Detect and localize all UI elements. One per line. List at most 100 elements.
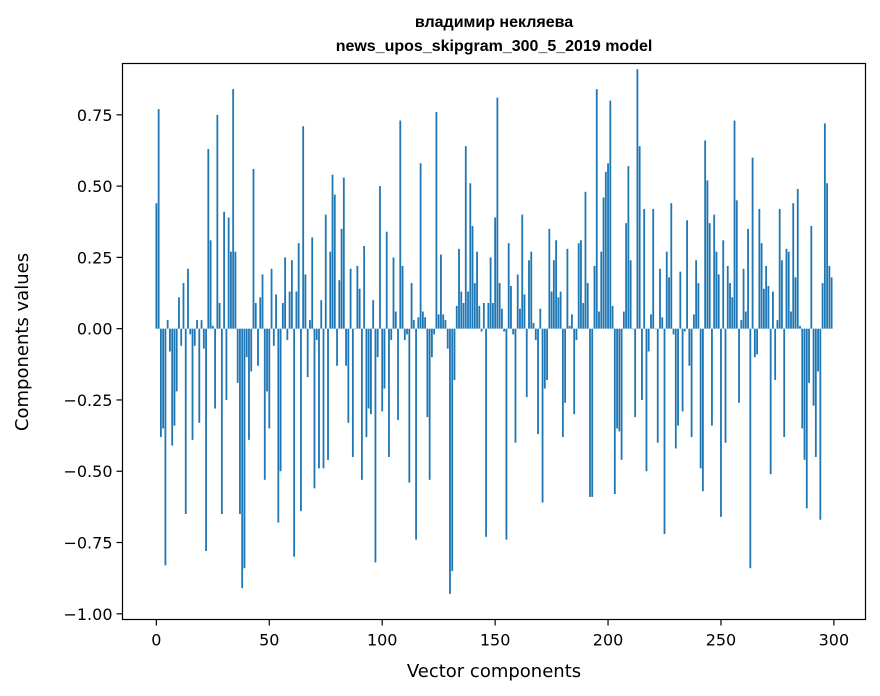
bar <box>523 294 526 329</box>
bar <box>494 217 497 329</box>
bar <box>480 328 483 332</box>
bar <box>812 328 815 406</box>
bar <box>543 328 546 389</box>
bar <box>501 308 503 329</box>
bar <box>600 251 603 329</box>
bar <box>618 328 621 432</box>
bar <box>647 328 650 352</box>
bar <box>539 308 542 329</box>
bar <box>372 300 375 329</box>
bar <box>358 288 361 329</box>
bar <box>778 208 781 329</box>
bar <box>686 220 688 329</box>
bar <box>769 328 772 475</box>
bar <box>306 328 309 378</box>
bar <box>467 291 469 329</box>
bar <box>385 231 388 329</box>
bar <box>715 251 718 329</box>
bar <box>808 328 810 383</box>
bar <box>505 328 508 540</box>
bar <box>742 268 745 329</box>
bar <box>169 328 171 352</box>
bar <box>555 240 558 329</box>
bar <box>552 260 555 329</box>
bar <box>220 328 223 514</box>
bar <box>758 208 761 329</box>
bar <box>401 265 404 329</box>
bar <box>762 288 765 329</box>
bar <box>476 251 478 329</box>
bar <box>636 69 639 329</box>
bar <box>810 226 813 329</box>
bar <box>297 243 300 329</box>
y-tick-label: −1.00 <box>63 605 112 624</box>
bar <box>259 297 262 329</box>
bar <box>295 291 298 329</box>
bar <box>227 217 230 329</box>
bar <box>704 140 707 329</box>
bar <box>740 320 743 329</box>
bar <box>263 328 266 480</box>
bar <box>392 257 395 329</box>
bar <box>214 328 216 409</box>
bar <box>284 257 287 329</box>
bar <box>198 328 201 423</box>
bar <box>397 328 399 420</box>
bar <box>799 325 801 329</box>
bar <box>209 240 212 329</box>
bar <box>320 300 323 329</box>
bar <box>207 149 210 329</box>
bar <box>270 268 273 329</box>
bar <box>487 303 490 329</box>
bar <box>726 265 729 329</box>
bar <box>446 328 449 349</box>
bar <box>374 328 377 563</box>
bar <box>679 271 682 329</box>
bar <box>598 311 600 329</box>
bar <box>421 311 424 329</box>
bar <box>279 328 282 472</box>
bar <box>171 328 174 446</box>
bar <box>774 328 777 380</box>
bar <box>496 97 499 329</box>
bar <box>738 328 740 403</box>
bar <box>595 89 598 329</box>
bar <box>650 314 652 329</box>
bar <box>672 328 675 335</box>
bar <box>781 260 783 329</box>
bar <box>819 328 822 520</box>
bar <box>528 260 530 329</box>
bar <box>412 320 415 329</box>
bar <box>184 328 187 514</box>
bar <box>634 328 637 418</box>
bar <box>713 214 716 329</box>
bar <box>753 328 756 358</box>
bar <box>433 328 436 335</box>
bar <box>367 328 370 409</box>
bar <box>593 265 596 329</box>
bar <box>747 228 749 329</box>
bar <box>589 328 591 497</box>
bar <box>688 328 691 366</box>
bar <box>442 314 445 329</box>
bar <box>342 177 345 329</box>
bar <box>550 291 553 329</box>
bar <box>333 194 336 329</box>
bar <box>756 328 759 355</box>
bar <box>403 328 406 341</box>
bar <box>794 277 797 329</box>
bar <box>349 268 352 329</box>
x-ticks: 0 50 100 150 200 250 300 <box>151 619 849 650</box>
bar <box>652 208 655 329</box>
bar <box>564 328 567 403</box>
bar <box>785 248 788 329</box>
bar <box>826 183 829 329</box>
bar <box>345 328 347 366</box>
bar <box>604 171 607 329</box>
bar <box>272 328 275 346</box>
bar <box>516 274 519 329</box>
bar <box>410 283 413 329</box>
bar <box>482 303 485 329</box>
bar <box>541 328 544 503</box>
